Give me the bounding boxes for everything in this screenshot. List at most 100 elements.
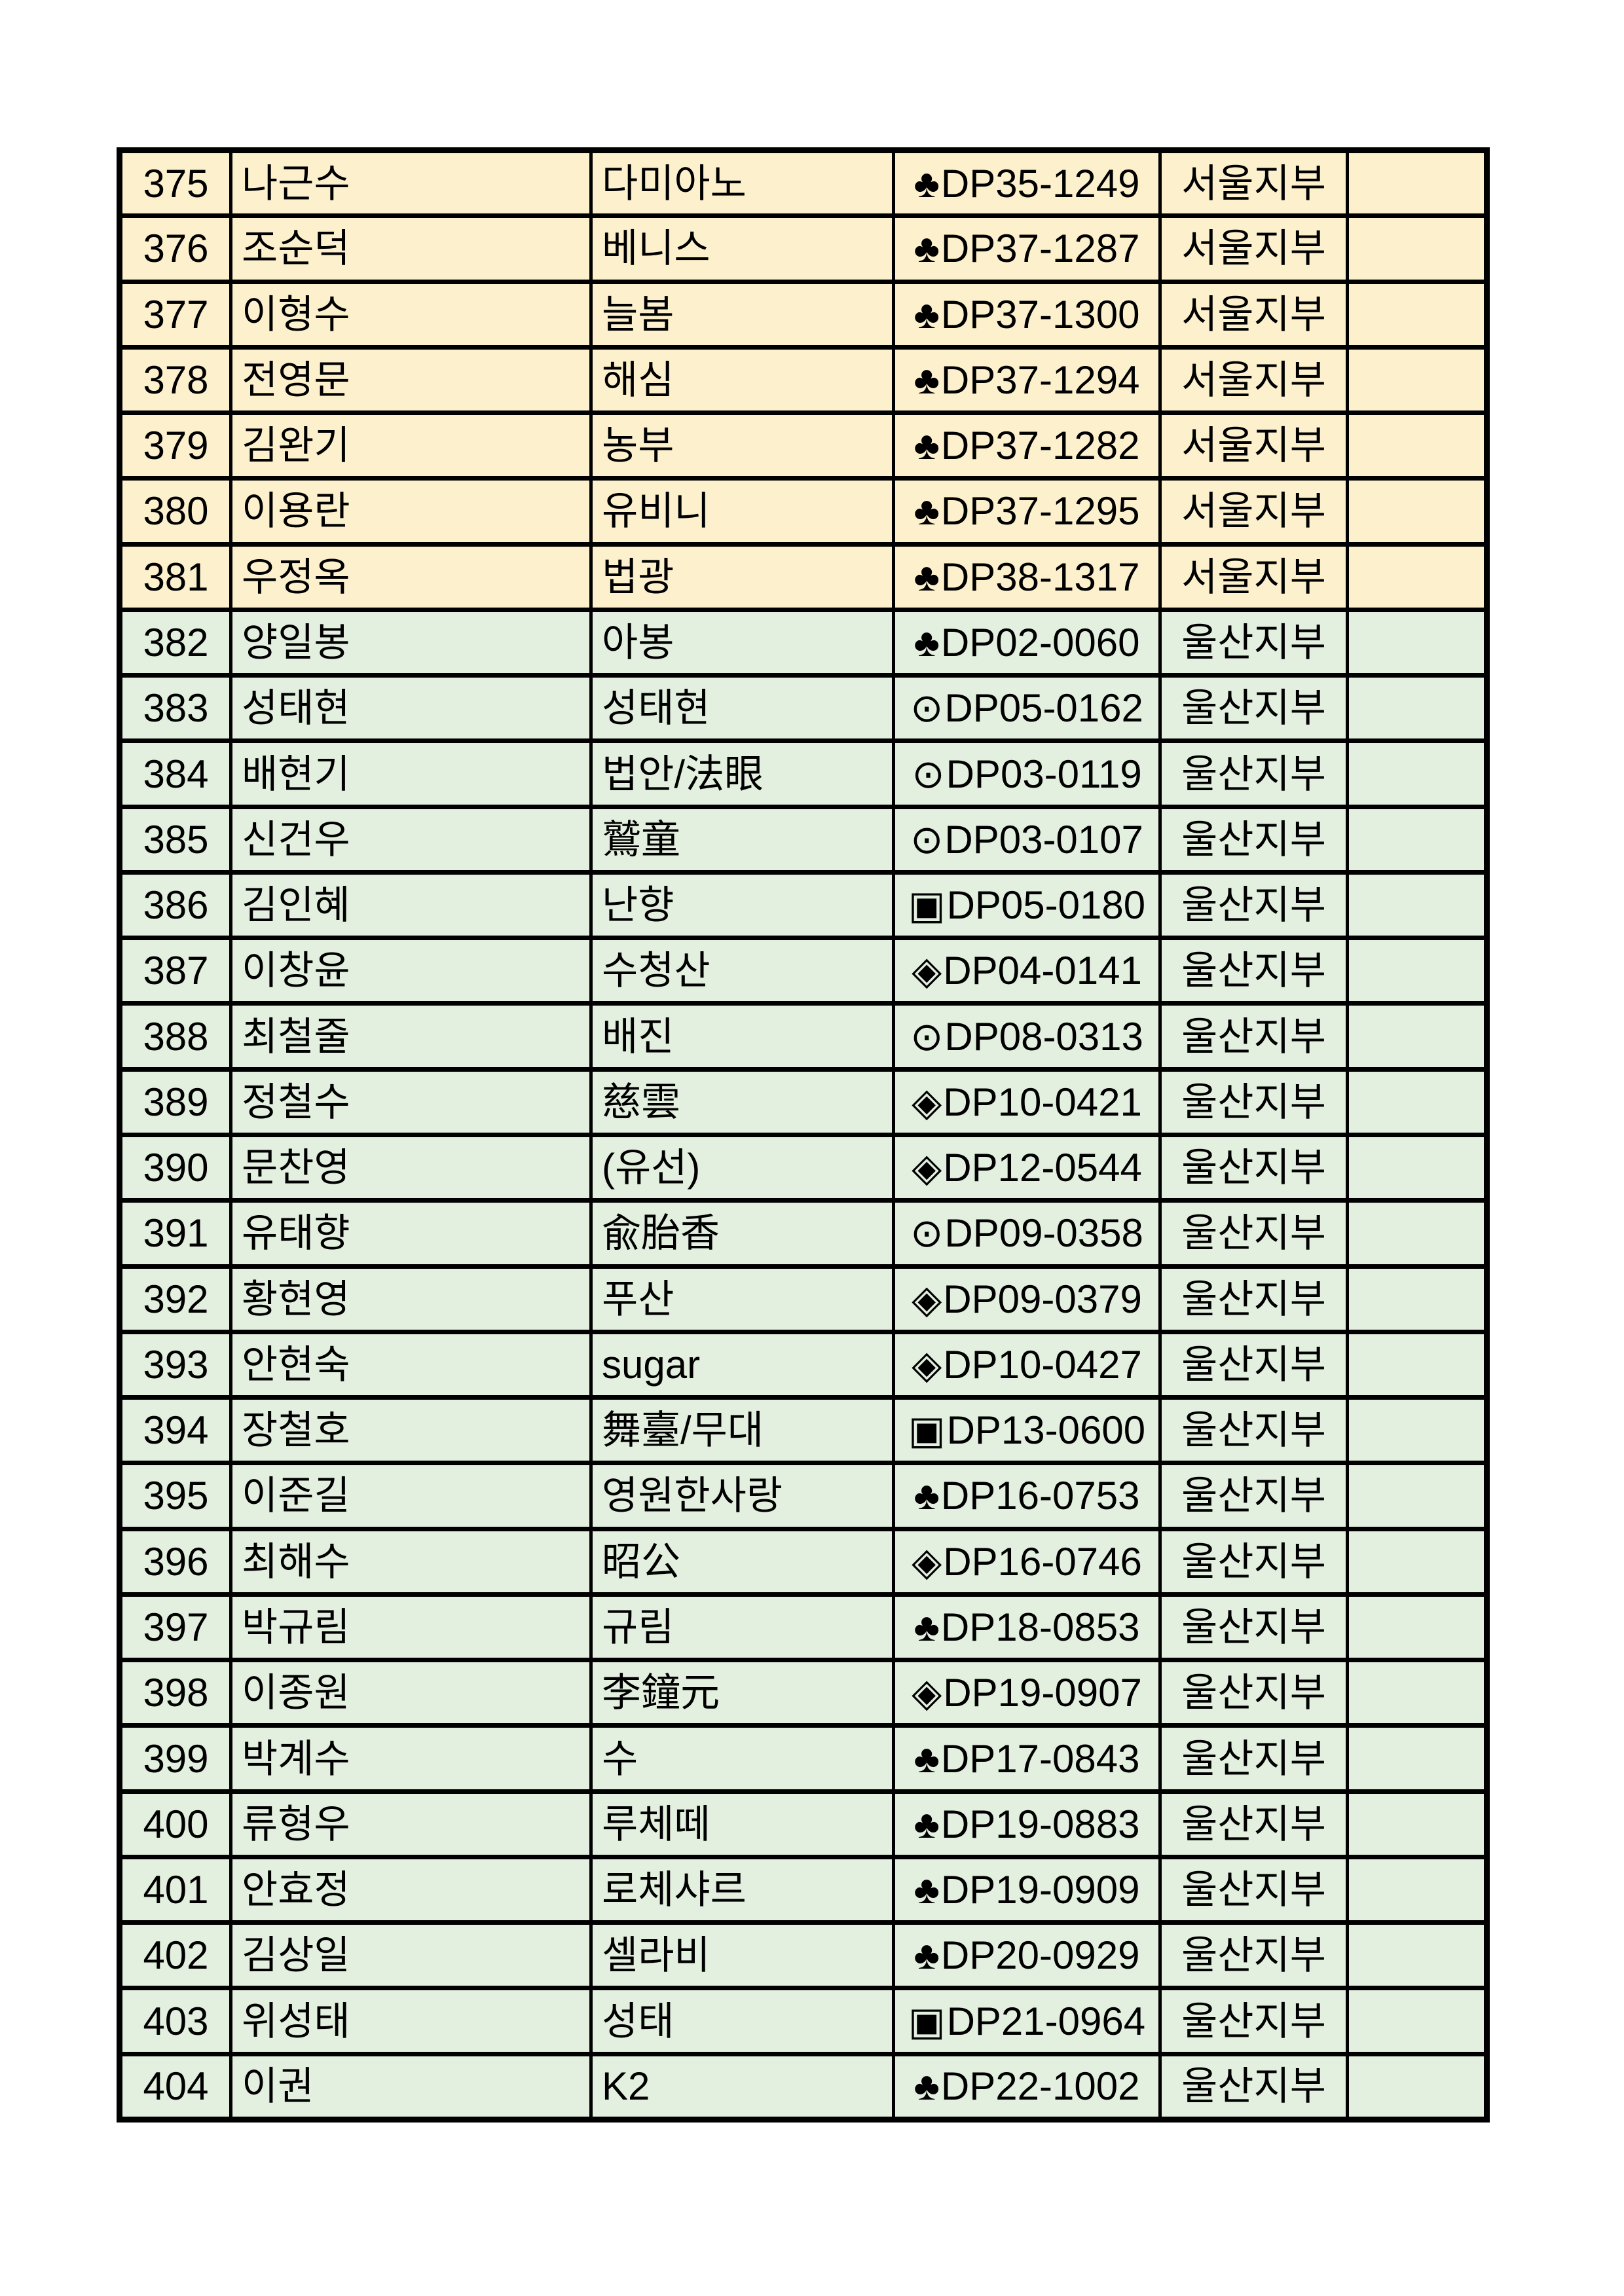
alias-cell: 법안/法眼 bbox=[589, 738, 895, 809]
empty-cell bbox=[1346, 2051, 1488, 2123]
code-cell: ♣DP22-1002 bbox=[892, 2051, 1162, 2123]
table-row: 404 이권 K2 ♣DP22-1002 울산지부 bbox=[118, 2051, 1488, 2123]
grade-symbol-icon: ▣ bbox=[908, 1408, 946, 1453]
row-number-cell: 377 bbox=[118, 279, 232, 350]
name-cell: 문찬영 bbox=[229, 1132, 593, 1203]
code-cell: ▣DP21-0964 bbox=[892, 1986, 1162, 2056]
branch-cell: 서울지부 bbox=[1158, 541, 1349, 612]
code-cell: ◈DP09-0379 bbox=[892, 1264, 1162, 1334]
alias-cell: 늘봄 bbox=[589, 279, 895, 350]
registration-code: DP19-0909 bbox=[940, 1868, 1140, 1912]
empty-cell bbox=[1346, 1592, 1488, 1663]
registration-code: DP37-1300 bbox=[940, 292, 1140, 337]
name-cell: 유태향 bbox=[229, 1198, 593, 1269]
table-row: 379 김완기 농부 ♣DP37-1282 서울지부 bbox=[118, 410, 1488, 481]
branch-cell: 울산지부 bbox=[1158, 869, 1349, 941]
row-number-cell: 381 bbox=[118, 541, 232, 612]
alias-cell: 수 bbox=[589, 1723, 895, 1794]
row-number-cell: 393 bbox=[118, 1329, 232, 1400]
code-cell: ♣DP37-1282 bbox=[892, 410, 1162, 481]
table-row: 378 전영문 해심 ♣DP37-1294 서울지부 bbox=[118, 344, 1488, 416]
name-cell: 김완기 bbox=[229, 410, 593, 481]
name-cell: 박규림 bbox=[229, 1592, 593, 1663]
row-number-cell: 376 bbox=[118, 213, 232, 284]
code-cell: ⊙DP03-0107 bbox=[892, 804, 1162, 875]
table-row: 398 이종원 李鐘元 ◈DP19-0907 울산지부 bbox=[118, 1658, 1488, 1728]
row-number-cell: 398 bbox=[118, 1658, 232, 1728]
name-cell: 이형수 bbox=[229, 279, 593, 350]
code-cell: ⊙DP09-0358 bbox=[892, 1198, 1162, 1269]
alias-cell: 푸산 bbox=[589, 1264, 895, 1334]
name-cell: 최해수 bbox=[229, 1526, 593, 1597]
registration-code: DP37-1295 bbox=[940, 489, 1140, 534]
code-cell: ◈DP19-0907 bbox=[892, 1658, 1162, 1728]
code-cell: ◈DP10-0421 bbox=[892, 1066, 1162, 1137]
empty-cell bbox=[1346, 344, 1488, 416]
alias-cell: 昭公 bbox=[589, 1526, 895, 1597]
code-cell: ♣DP37-1294 bbox=[892, 344, 1162, 416]
row-number-cell: 391 bbox=[118, 1198, 232, 1269]
alias-cell: sugar bbox=[589, 1329, 895, 1400]
name-cell: 이권 bbox=[229, 2051, 593, 2123]
empty-cell bbox=[1346, 541, 1488, 612]
table-row: 383 성태현 성태현 ⊙DP05-0162 울산지부 bbox=[118, 673, 1488, 744]
branch-cell: 서울지부 bbox=[1158, 410, 1349, 481]
code-cell: ▣DP05-0180 bbox=[892, 869, 1162, 941]
empty-cell bbox=[1346, 1001, 1488, 1072]
name-cell: 우정옥 bbox=[229, 541, 593, 612]
row-number-cell: 383 bbox=[118, 673, 232, 744]
row-number-cell: 375 bbox=[118, 147, 232, 219]
empty-cell bbox=[1346, 1854, 1488, 1925]
alias-cell: 舞臺/무대 bbox=[589, 1395, 895, 1466]
code-cell: ♣DP19-0883 bbox=[892, 1789, 1162, 1859]
code-cell: ◈DP04-0141 bbox=[892, 936, 1162, 1006]
empty-cell bbox=[1346, 279, 1488, 350]
branch-cell: 울산지부 bbox=[1158, 2051, 1349, 2123]
registration-code: DP21-0964 bbox=[946, 1999, 1146, 2043]
grade-symbol-icon: ⊙ bbox=[910, 817, 944, 862]
alias-cell: 법광 bbox=[589, 541, 895, 612]
empty-cell bbox=[1346, 1789, 1488, 1859]
code-cell: ♣DP02-0060 bbox=[892, 607, 1162, 678]
code-cell: ♣DP19-0909 bbox=[892, 1854, 1162, 1925]
table-row: 402 김상일 셀라비 ♣DP20-0929 울산지부 bbox=[118, 1920, 1488, 1991]
registration-code: DP38-1317 bbox=[940, 555, 1140, 599]
name-cell: 안현숙 bbox=[229, 1329, 593, 1400]
grade-symbol-icon: ◈ bbox=[912, 1671, 942, 1715]
alias-cell: 해심 bbox=[589, 344, 895, 416]
branch-cell: 서울지부 bbox=[1158, 213, 1349, 284]
name-cell: 김인혜 bbox=[229, 869, 593, 941]
name-cell: 신건우 bbox=[229, 804, 593, 875]
grade-symbol-icon: ♣ bbox=[913, 292, 940, 337]
table-row: 392 황현영 푸산 ◈DP09-0379 울산지부 bbox=[118, 1264, 1488, 1334]
code-cell: ♣DP17-0843 bbox=[892, 1723, 1162, 1794]
registration-code: DP10-0421 bbox=[943, 1080, 1142, 1124]
grade-symbol-icon: ♣ bbox=[913, 424, 940, 468]
row-number-cell: 404 bbox=[118, 2051, 232, 2123]
grade-symbol-icon: ♣ bbox=[913, 620, 940, 665]
empty-cell bbox=[1346, 1723, 1488, 1794]
row-number-cell: 396 bbox=[118, 1526, 232, 1597]
code-cell: ⊙DP08-0313 bbox=[892, 1001, 1162, 1072]
code-cell: ♣DP20-0929 bbox=[892, 1920, 1162, 1991]
row-number-cell: 394 bbox=[118, 1395, 232, 1466]
registration-code: DP19-0907 bbox=[943, 1671, 1142, 1715]
alias-cell: (유선) bbox=[589, 1132, 895, 1203]
registration-code: DP17-0843 bbox=[940, 1736, 1140, 1781]
empty-cell bbox=[1346, 1920, 1488, 1991]
row-number-cell: 379 bbox=[118, 410, 232, 481]
name-cell: 정철수 bbox=[229, 1066, 593, 1137]
row-number-cell: 382 bbox=[118, 607, 232, 678]
empty-cell bbox=[1346, 1066, 1488, 1137]
branch-cell: 울산지부 bbox=[1158, 607, 1349, 678]
alias-cell: 鷲童 bbox=[589, 804, 895, 875]
name-cell: 나근수 bbox=[229, 147, 593, 219]
empty-cell bbox=[1346, 1395, 1488, 1466]
registration-code: DP03-0107 bbox=[944, 817, 1143, 862]
member-list-body: 375 나근수 다미아노 ♣DP35-1249 서울지부 376 조순덕 베니스… bbox=[118, 147, 1488, 2123]
branch-cell: 울산지부 bbox=[1158, 1461, 1349, 1531]
table-row: 390 문찬영 (유선) ◈DP12-0544 울산지부 bbox=[118, 1132, 1488, 1203]
registration-code: DP35-1249 bbox=[940, 161, 1140, 206]
grade-symbol-icon: ◈ bbox=[912, 1342, 942, 1387]
